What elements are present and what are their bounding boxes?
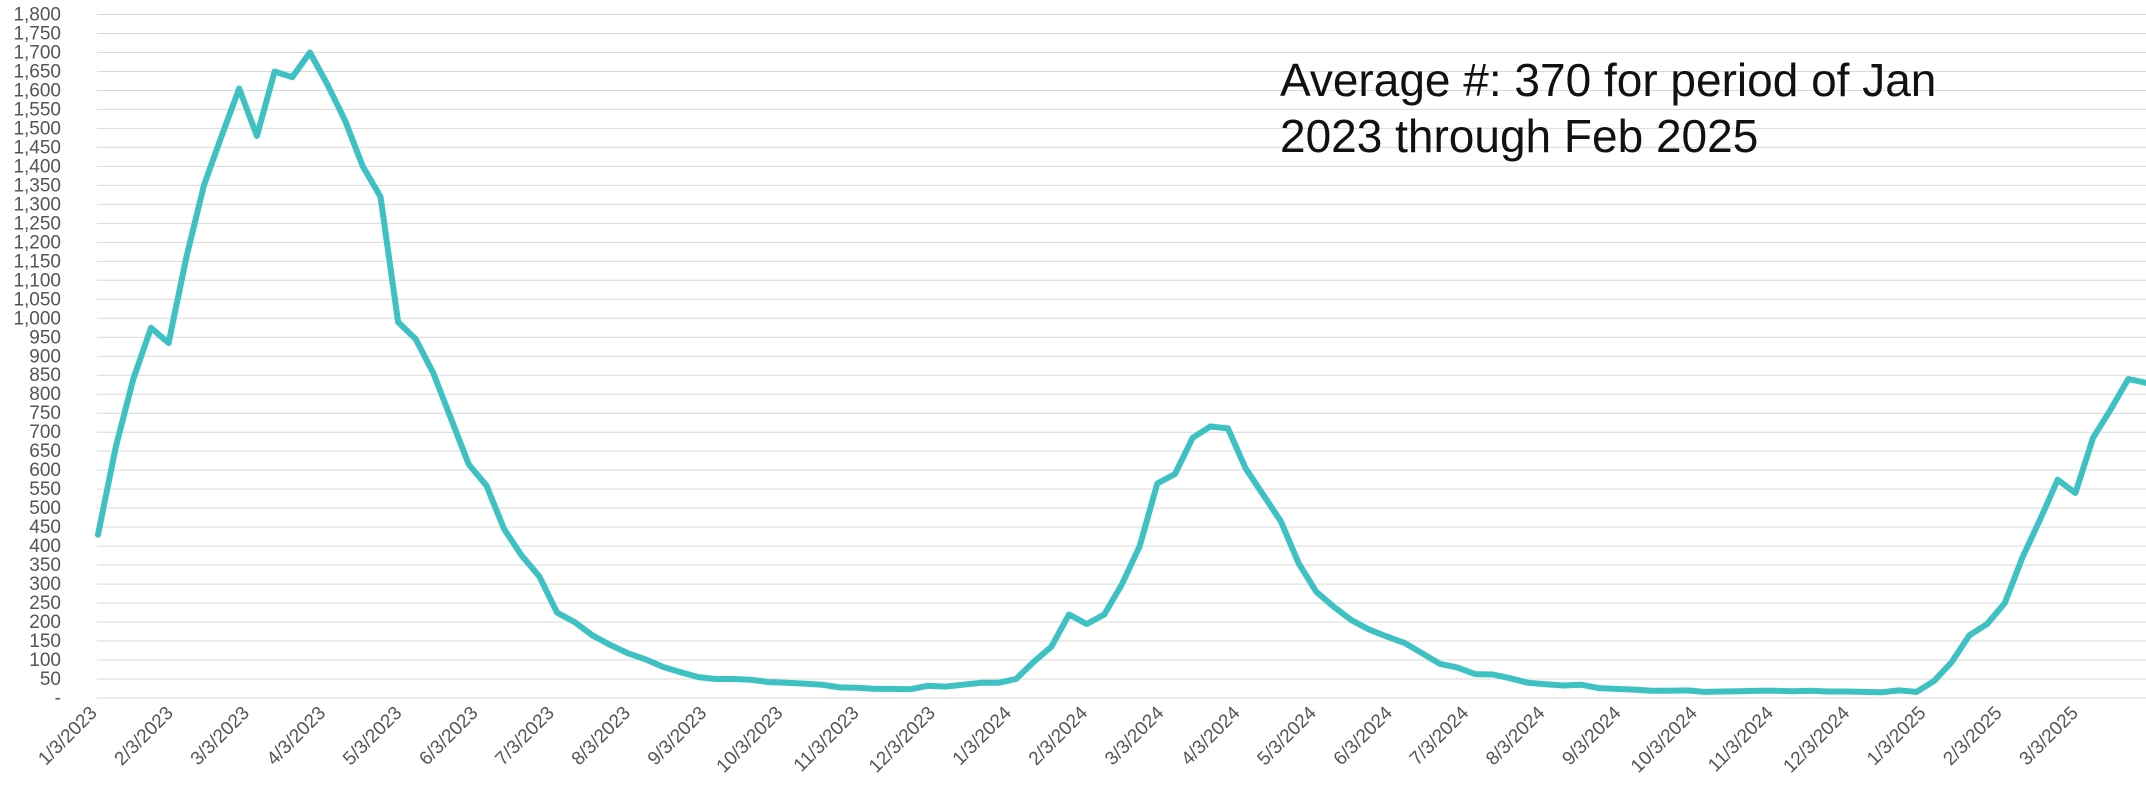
y-tick-label: 1,600 bbox=[13, 80, 61, 101]
x-tick-label: 9/3/2023 bbox=[644, 703, 711, 770]
x-tick-label: 10/3/2023 bbox=[713, 703, 788, 778]
x-tick-label: 9/3/2024 bbox=[1558, 702, 1625, 769]
x-tick-label: 11/3/2023 bbox=[790, 703, 864, 777]
series-line bbox=[95, 49, 2146, 696]
x-tick-label: 12/3/2023 bbox=[865, 703, 940, 778]
x-tick-label: 7/3/2024 bbox=[1406, 702, 1473, 769]
y-tick-label: 50 bbox=[40, 669, 61, 690]
x-tick-label: 3/3/2025 bbox=[2016, 703, 2083, 770]
y-tick-label: 1,000 bbox=[13, 308, 61, 329]
y-tick-label: 1,700 bbox=[13, 42, 61, 63]
y-tick-label: 100 bbox=[29, 650, 61, 671]
x-tick-label: 2/3/2023 bbox=[111, 703, 178, 770]
x-tick-label: 3/3/2023 bbox=[187, 703, 254, 770]
y-tick-label: 1,300 bbox=[13, 194, 61, 215]
y-tick-label: 550 bbox=[29, 479, 61, 500]
x-axis-tick-labels: 1/3/2023 2/3/2023 3/3/2023 4/3/2023 5/3/2023… bbox=[34, 702, 2082, 777]
y-tick-label: 1,150 bbox=[13, 251, 61, 272]
x-tick-label: 6/3/2024 bbox=[1330, 702, 1397, 769]
y-tick-label: 200 bbox=[29, 612, 61, 633]
y-tick-label: 1,450 bbox=[13, 137, 61, 158]
y-tick-label: 1,650 bbox=[13, 61, 61, 82]
y-tick-label: 500 bbox=[29, 498, 61, 519]
x-tick-label: 6/3/2023 bbox=[415, 703, 482, 770]
x-tick-label: 8/3/2024 bbox=[1482, 702, 1549, 769]
y-tick-label: 700 bbox=[29, 422, 61, 443]
y-tick-label: 800 bbox=[29, 384, 61, 405]
x-tick-label: 5/3/2024 bbox=[1254, 702, 1321, 769]
x-tick-label: 7/3/2023 bbox=[492, 703, 559, 770]
y-tick-label: 350 bbox=[29, 555, 61, 576]
y-axis-tick-labels: -501001502002503003504004505005506006507… bbox=[13, 5, 61, 710]
x-tick-label: 1/3/2025 bbox=[1863, 703, 1930, 770]
y-tick-label: 1,250 bbox=[13, 213, 61, 234]
y-tick-label: 1,800 bbox=[13, 5, 61, 26]
y-tick-label: 1,750 bbox=[13, 23, 61, 44]
y-tick-label: 150 bbox=[29, 631, 61, 652]
y-tick-label: 750 bbox=[29, 403, 61, 424]
x-tick-label: 1/3/2024 bbox=[949, 702, 1016, 769]
y-tick-label: 900 bbox=[29, 346, 61, 367]
y-tick-label: 950 bbox=[29, 327, 61, 348]
x-tick-label: 3/3/2024 bbox=[1101, 702, 1168, 769]
y-tick-label: 1,050 bbox=[13, 289, 61, 310]
y-tick-label: 1,400 bbox=[13, 156, 61, 177]
y-tick-label: 850 bbox=[29, 365, 61, 386]
y-tick-label: 1,550 bbox=[13, 99, 61, 120]
y-tick-label: 1,100 bbox=[13, 270, 61, 291]
x-tick-label: 8/3/2023 bbox=[568, 703, 635, 770]
x-tick-label: 12/3/2024 bbox=[1780, 702, 1855, 777]
x-tick-label: 5/3/2023 bbox=[339, 703, 406, 770]
y-tick-label: 300 bbox=[29, 574, 61, 595]
gridlines bbox=[97, 14, 2146, 699]
y-tick-label: 1,200 bbox=[13, 232, 61, 253]
x-tick-label: 2/3/2025 bbox=[1939, 703, 2006, 770]
y-tick-label: 650 bbox=[29, 441, 61, 462]
y-tick-label: 400 bbox=[29, 536, 61, 557]
x-tick-label: 10/3/2024 bbox=[1627, 702, 1702, 777]
x-tick-label: 1/3/2023 bbox=[34, 703, 101, 770]
x-tick-label: 11/3/2024 bbox=[1704, 702, 1778, 776]
x-tick-label: 4/3/2024 bbox=[1177, 702, 1244, 769]
y-tick-label: 1,350 bbox=[13, 175, 61, 196]
y-tick-label: 1,500 bbox=[13, 118, 61, 139]
y-tick-label: - bbox=[55, 688, 61, 709]
average-annotation: Average #: 370 for period of Jan 2023 th… bbox=[1280, 54, 1937, 162]
x-tick-label: 4/3/2023 bbox=[263, 703, 330, 770]
series-group bbox=[95, 49, 2146, 696]
y-tick-label: 450 bbox=[29, 517, 61, 538]
y-tick-label: 250 bbox=[29, 593, 61, 614]
y-tick-label: 600 bbox=[29, 460, 61, 481]
x-tick-label: 2/3/2024 bbox=[1025, 702, 1092, 769]
